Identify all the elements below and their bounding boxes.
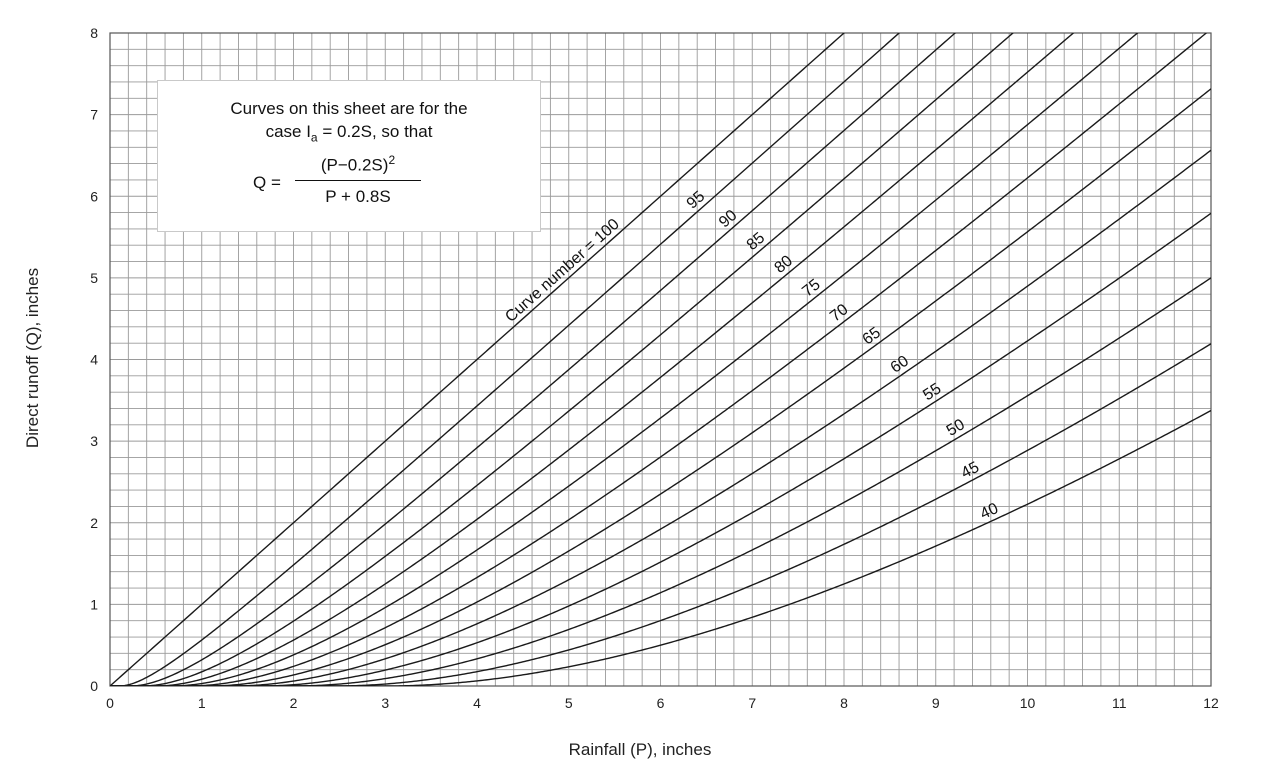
equation-numerator-exponent: 2 xyxy=(388,153,396,167)
x-tick-label: 10 xyxy=(1020,695,1036,711)
runoff-equation: Q = (P−0.2S)2 P + 0.8S xyxy=(253,153,453,215)
x-axis-title: Rainfall (P), inches xyxy=(569,740,712,759)
note-line-2: case Ia = 0.2S, so that xyxy=(158,122,540,144)
equation-numerator: (P−0.2S)2 xyxy=(298,153,418,176)
equation-denominator: P + 0.8S xyxy=(325,187,391,206)
curve-cn-75 xyxy=(110,33,1139,686)
curve-label-85: 85 xyxy=(744,229,769,254)
curve-label-70: 70 xyxy=(827,301,852,325)
y-tick-label: 8 xyxy=(90,25,98,41)
equation-numerator-text: (P−0.2S) xyxy=(320,155,389,175)
y-tick-label: 2 xyxy=(90,515,98,531)
curve-labels: Curve number = 1009590858075706560555045… xyxy=(502,188,1001,523)
curve-label-55: 55 xyxy=(920,380,944,404)
curve-cn-55 xyxy=(110,212,1211,686)
curve-cn-70 xyxy=(110,33,1208,686)
x-tick-label: 12 xyxy=(1203,695,1219,711)
curve-label-80: 80 xyxy=(771,252,796,277)
curve-label-40: 40 xyxy=(978,500,1001,523)
y-axis-title: Direct runoff (Q), inches xyxy=(23,268,42,448)
equation-lhs: Q = xyxy=(253,173,281,192)
x-tick-label: 9 xyxy=(932,695,940,711)
curve-cn-100 xyxy=(110,33,846,686)
y-tick-label: 1 xyxy=(90,596,98,612)
x-tick-label: 11 xyxy=(1112,695,1127,711)
x-tick-label: 3 xyxy=(381,695,389,711)
curve-label-45: 45 xyxy=(958,459,982,482)
x-tick-label: 7 xyxy=(748,695,756,711)
note-line2-subscript: a xyxy=(310,130,318,145)
y-tick-label: 5 xyxy=(90,270,98,286)
curve-label-90: 90 xyxy=(716,207,741,232)
note-line2-suffix: = 0.2S, so that xyxy=(317,122,433,141)
y-tick-label: 3 xyxy=(90,433,98,449)
curve-cn-60 xyxy=(110,149,1211,686)
curve-label-75: 75 xyxy=(799,276,824,300)
curve-cn-40 xyxy=(110,409,1211,686)
y-tick-label: 6 xyxy=(90,188,98,204)
x-tick-label: 2 xyxy=(290,695,298,711)
curve-cn-85 xyxy=(110,33,1014,686)
y-tick-label: 7 xyxy=(90,107,98,123)
y-tick-label: 0 xyxy=(90,678,98,694)
note-line-1: Curves on this sheet are for the xyxy=(230,99,468,118)
curve-label-95: 95 xyxy=(684,188,709,213)
curve-cn-80 xyxy=(110,33,1075,686)
curve-label-100: Curve number = 100 xyxy=(502,216,623,326)
curve-label-60: 60 xyxy=(888,353,912,377)
curve-label-50: 50 xyxy=(944,416,968,440)
x-tick-label: 8 xyxy=(840,695,848,711)
curves xyxy=(110,33,1211,686)
note-line2-prefix: case I xyxy=(265,122,311,141)
y-tick-label: 4 xyxy=(90,352,98,368)
curve-cn-50 xyxy=(110,277,1211,686)
curve-cn-45 xyxy=(110,343,1211,686)
curve-cn-65 xyxy=(110,88,1211,686)
x-tick-label: 6 xyxy=(657,695,665,711)
formula-note-box: Curves on this sheet are for the case Ia… xyxy=(157,80,541,232)
plot-frame xyxy=(109,32,1212,687)
x-tick-label: 4 xyxy=(473,695,481,711)
fraction-bar xyxy=(295,180,421,181)
x-tick-label: 1 xyxy=(198,695,206,711)
curve-cn-95 xyxy=(110,33,901,686)
x-tick-label: 5 xyxy=(565,695,573,711)
x-tick-label: 0 xyxy=(106,695,114,711)
curve-cn-90 xyxy=(110,33,957,686)
